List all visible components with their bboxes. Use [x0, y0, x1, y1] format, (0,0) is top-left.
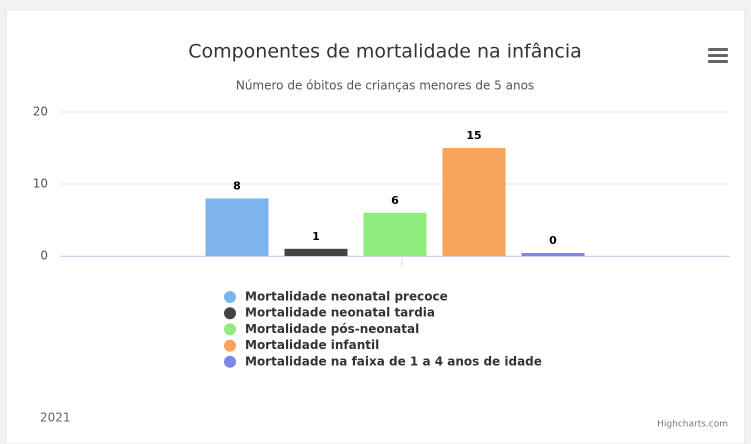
menu-bar	[708, 48, 728, 51]
data-label: 6	[391, 194, 399, 207]
bar	[284, 248, 348, 256]
legend-label: Mortalidade neonatal precoce	[245, 290, 448, 304]
bar	[521, 253, 585, 256]
credits: Highcharts.com	[657, 420, 728, 430]
legend-symbol	[224, 339, 236, 352]
chart-subtitle: Número de óbitos de crianças menores de …	[236, 79, 534, 93]
legend-label: Mortalidade pós-neonatal	[245, 322, 419, 336]
legend-symbol	[224, 323, 236, 336]
bar	[442, 148, 506, 256]
bar	[363, 212, 427, 256]
chart-title: Componentes de mortalidade na infância	[188, 41, 582, 63]
data-label: 8	[233, 179, 241, 192]
menu-button[interactable]	[708, 48, 728, 63]
data-label: 1	[312, 230, 320, 243]
legend-label: Mortalidade na faixa de 1 a 4 anos de id…	[245, 354, 542, 368]
y-tick-label: 10	[33, 177, 48, 191]
y-tick-label: 0	[40, 249, 48, 263]
data-label: 0	[549, 234, 557, 247]
x-category-label: 2021	[40, 411, 71, 425]
legend-symbol	[224, 307, 236, 320]
legend-symbol	[224, 355, 236, 368]
bar	[205, 198, 269, 256]
legend-label: Mortalidade infantil	[245, 338, 379, 352]
legend-label: Mortalidade neonatal tardia	[245, 306, 435, 320]
legend-symbol	[224, 291, 236, 303]
y-tick-label: 20	[33, 105, 48, 119]
data-label: 15	[466, 129, 481, 142]
menu-bar	[708, 54, 728, 57]
menu-bar	[708, 60, 728, 63]
